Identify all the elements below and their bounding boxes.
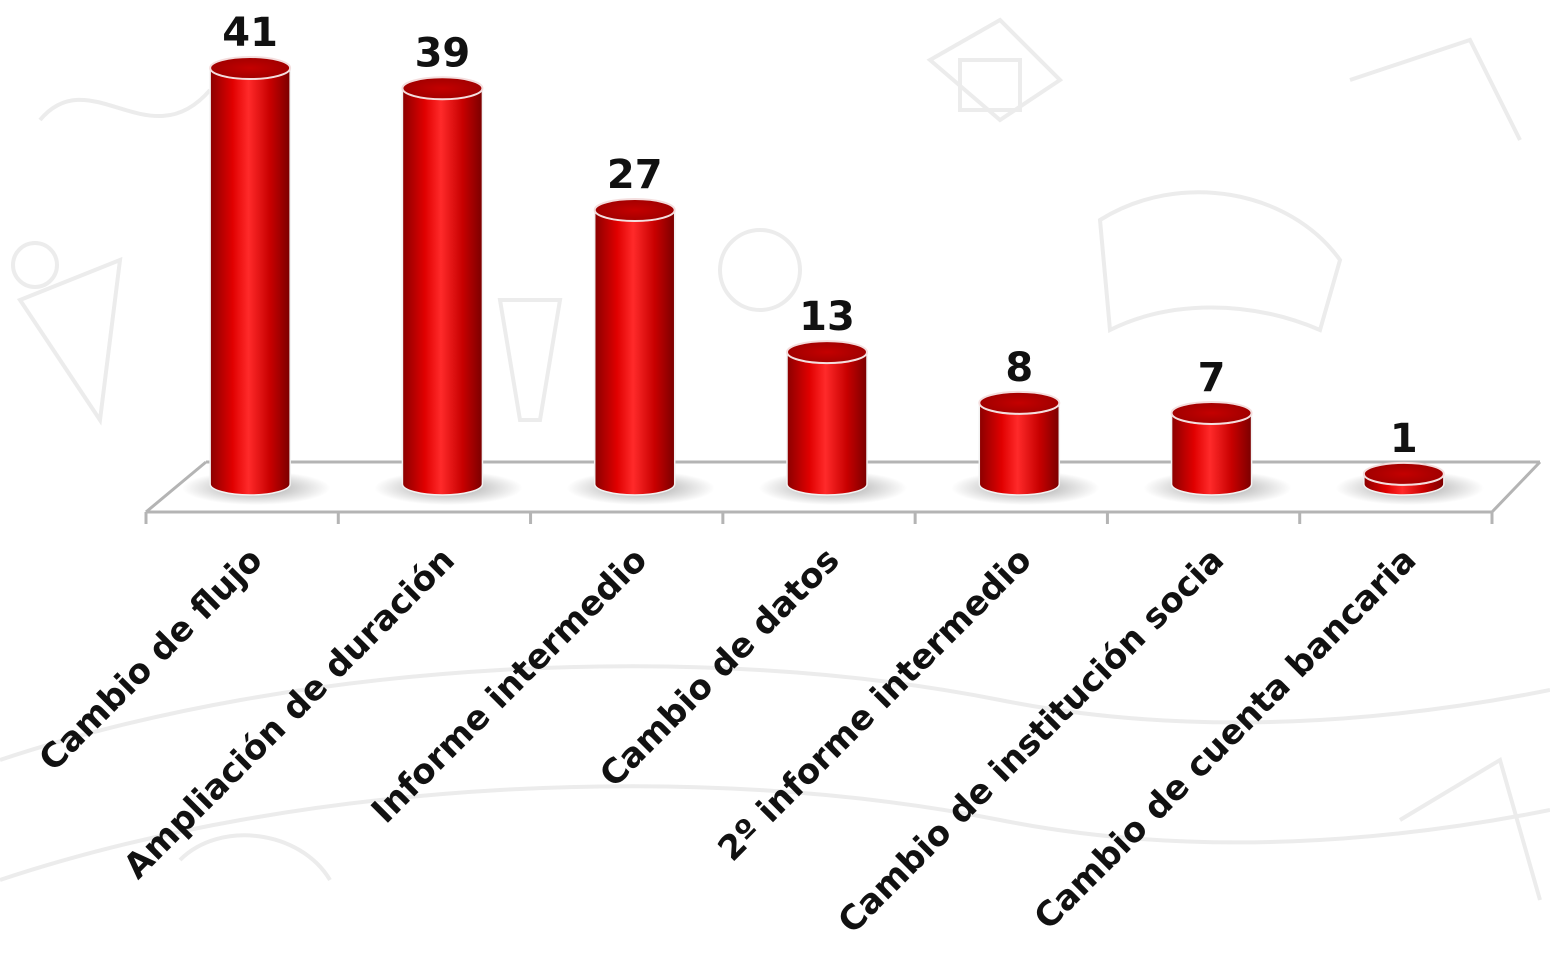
value-labels-group: 41 39 27 13 8 7 1 [222, 10, 1417, 462]
bar-body [593, 209, 676, 496]
bar-body [786, 351, 868, 496]
bar-6 [1143, 400, 1292, 505]
category-label: Cambio de cuenta bancaria [1027, 540, 1425, 938]
data-label: 39 [415, 30, 471, 76]
bar-5 [951, 390, 1100, 505]
bar-top [1362, 461, 1445, 486]
bars-group [182, 56, 1484, 505]
data-label: 1 [1390, 416, 1418, 462]
bar-top [1170, 400, 1253, 425]
bar-top [978, 390, 1061, 415]
floor-left-edge [145, 460, 207, 514]
bar-body [978, 402, 1061, 496]
category-label: Cambio de institución socia [830, 540, 1231, 941]
bar-7 [1335, 461, 1484, 505]
bar-top [209, 56, 292, 80]
data-label: 13 [799, 294, 855, 340]
floor-right-edge [1490, 460, 1542, 514]
background-sketch-illustration [0, 17, 1550, 901]
x-axis-ticks [144, 512, 1494, 524]
bar-top [401, 76, 484, 101]
data-label: 8 [1005, 345, 1033, 391]
bar-top [593, 198, 676, 223]
bar-2 [374, 76, 523, 505]
bar-body [1170, 412, 1253, 496]
bar-body [209, 67, 291, 496]
bar-top [786, 340, 868, 365]
data-label: 27 [607, 152, 663, 198]
bar-1 [182, 56, 331, 505]
bar-body [401, 88, 484, 496]
bar-3 [566, 198, 715, 505]
bar-4 [759, 340, 907, 505]
data-label: 7 [1198, 355, 1226, 401]
data-label: 41 [222, 10, 278, 56]
